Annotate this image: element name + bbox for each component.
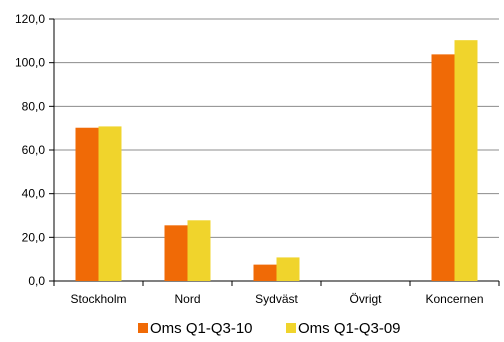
legend-label: Oms Q1-Q3-09 (298, 320, 401, 337)
bar-series-1 (431, 54, 455, 282)
y-axis-tick-labels: 0,0 20,0 40,0 60,0 80,0 100,0 120,0 (15, 12, 45, 288)
bars (75, 40, 478, 282)
x-tick-label: Nord (174, 292, 200, 306)
y-tick-label: 0,0 (28, 274, 45, 288)
y-tick-label: 100,0 (15, 56, 45, 70)
legend-swatch (138, 323, 148, 333)
axes (49, 18, 500, 286)
y-tick-label: 80,0 (22, 99, 46, 113)
x-tick-label: Koncernen (425, 292, 483, 306)
bar-series-1 (164, 225, 188, 281)
y-tick-label: 60,0 (22, 143, 46, 157)
bar-series-2 (276, 257, 300, 281)
x-axis-tick-labels: Stockholm Nord Sydväst Övrigt Koncernen (70, 292, 483, 306)
y-tick-label: 120,0 (15, 12, 45, 26)
bar-series-1 (253, 264, 277, 281)
gridlines (54, 18, 499, 282)
x-tick-label: Stockholm (70, 292, 126, 306)
legend-label: Oms Q1-Q3-10 (150, 320, 253, 337)
legend: Oms Q1-Q3-10 Oms Q1-Q3-09 (138, 320, 401, 337)
y-tick-label: 20,0 (22, 230, 46, 244)
y-tick-label: 40,0 (22, 187, 46, 201)
x-tick-label: Sydväst (255, 292, 298, 306)
legend-swatch (286, 323, 296, 333)
bar-series-2 (454, 40, 478, 282)
bar-series-2 (98, 126, 122, 281)
x-tick-label: Övrigt (349, 292, 382, 306)
bar-series-2 (187, 220, 211, 281)
bar-series-1 (75, 127, 99, 281)
